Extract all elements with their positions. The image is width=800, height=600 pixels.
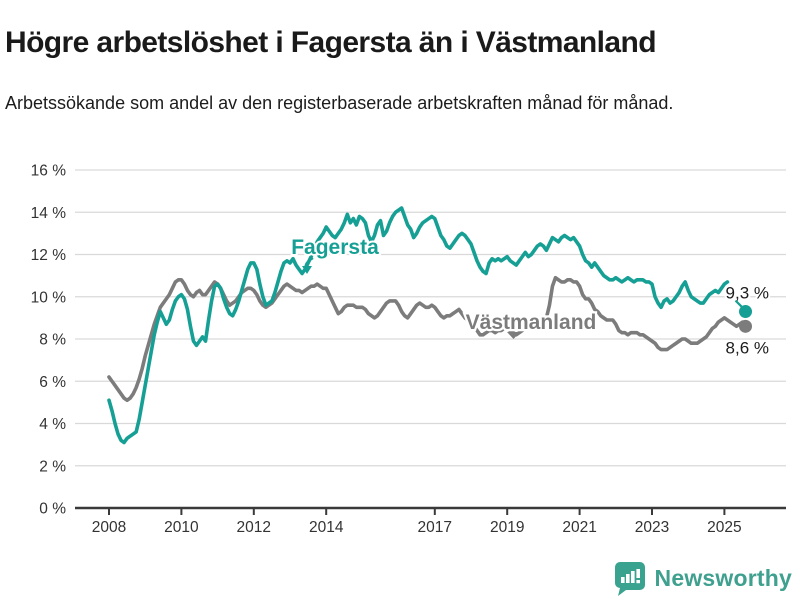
fagersta-label-arrowhead: [302, 266, 312, 274]
vastmanland-end-dot: [739, 319, 753, 333]
y-axis-tick-label: 6 %: [39, 374, 66, 391]
x-axis-tick-label: 2010: [164, 519, 199, 536]
x-axis-tick-label: 2014: [309, 519, 344, 536]
series-line-fagersta: [107, 206, 730, 445]
vastmanland-label-arrowhead: [507, 332, 520, 339]
fagersta-end-value-label: 9,3 %: [726, 284, 769, 303]
brand-name: Newsworthy: [654, 564, 792, 591]
x-axis-tick-label: 2012: [237, 519, 271, 536]
x-axis-tick-label: 2008: [92, 519, 126, 536]
page-title: Högre arbetslöshet i Fagersta än i Västm…: [5, 26, 657, 60]
chart-subtitle: Arbetssökande som andel av den registerb…: [5, 93, 674, 113]
y-axis-tick-label: 0 %: [39, 501, 66, 518]
vastmanland-series-label: Västmanland: [466, 311, 597, 334]
x-axis-tick-label: 2017: [418, 519, 452, 536]
x-axis-tick-label: 2025: [707, 519, 741, 536]
x-axis-tick-label: 2023: [635, 519, 669, 536]
series-line-västmanland: [107, 275, 748, 403]
y-axis-tick-label: 16 %: [31, 163, 67, 180]
y-axis-tick-label: 14 %: [31, 205, 67, 222]
bar-chart-bubble-icon: [614, 562, 645, 596]
line-chart: 0 % 2 % 4 % 6 % 8 % 10 % 12 % 14 % 16 % 2008 2010 2…: [31, 163, 786, 536]
y-axis-tick-label: 2 %: [39, 458, 66, 475]
fagersta-series-label: Fagersta: [291, 236, 379, 259]
newsworthy-logo: Newsworthy: [614, 559, 792, 597]
fagersta-end-dot: [739, 305, 753, 319]
y-axis-tick-label: 12 %: [31, 247, 67, 264]
y-axis-tick-label: 4 %: [39, 416, 66, 433]
chart-area: 0 % 2 % 4 % 6 % 8 % 10 % 12 % 14 % 16 % 2008 2010 2…: [0, 140, 800, 555]
y-axis-tick-label: 10 %: [31, 289, 67, 306]
x-axis-tick-label: 2021: [562, 519, 596, 536]
vastmanland-end-value-label: 8,6 %: [726, 338, 769, 357]
x-axis-tick-label: 2019: [490, 519, 524, 536]
y-axis-tick-label: 8 %: [39, 332, 66, 349]
